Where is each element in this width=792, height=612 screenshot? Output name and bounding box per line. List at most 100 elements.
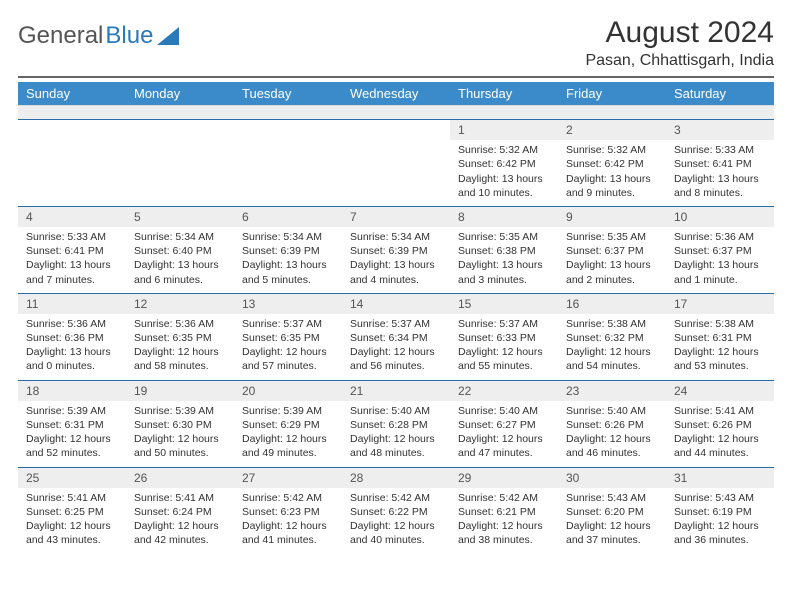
day-number: 20 [234,381,342,401]
daylight-text: Daylight: 12 hours and 57 minutes. [242,345,334,373]
cell-body [18,124,126,180]
cell-body: Sunrise: 5:39 AMSunset: 6:31 PMDaylight:… [18,401,126,467]
sunrise-text: Sunrise: 5:37 AM [350,317,442,331]
logo-triangle-icon [157,27,179,45]
sunrise-text: Sunrise: 5:37 AM [242,317,334,331]
sunset-text: Sunset: 6:42 PM [566,157,658,171]
day-number: 28 [342,468,450,488]
day-number: 26 [126,468,234,488]
day-number: 19 [126,381,234,401]
calendar-cell: 18Sunrise: 5:39 AMSunset: 6:31 PMDayligh… [18,381,126,467]
sunset-text: Sunset: 6:32 PM [566,331,658,345]
cell-body: Sunrise: 5:42 AMSunset: 6:21 PMDaylight:… [450,488,558,554]
daylight-text: Daylight: 12 hours and 38 minutes. [458,519,550,547]
calendar-cell: 9Sunrise: 5:35 AMSunset: 6:37 PMDaylight… [558,207,666,293]
day-number: 18 [18,381,126,401]
calendar-week: 18Sunrise: 5:39 AMSunset: 6:31 PMDayligh… [18,380,774,467]
calendar-cell [234,120,342,206]
day-number: 17 [666,294,774,314]
sunset-text: Sunset: 6:20 PM [566,505,658,519]
cell-body: Sunrise: 5:37 AMSunset: 6:34 PMDaylight:… [342,314,450,380]
calendar-cell [18,120,126,206]
sunrise-text: Sunrise: 5:34 AM [242,230,334,244]
sunset-text: Sunset: 6:33 PM [458,331,550,345]
sunrise-text: Sunrise: 5:40 AM [350,404,442,418]
sunset-text: Sunset: 6:29 PM [242,418,334,432]
calendar-cell: 28Sunrise: 5:42 AMSunset: 6:22 PMDayligh… [342,468,450,554]
calendar-cell: 13 Sunrise: 5:37 AMSunset: 6:35 PMDayligh… [234,294,342,380]
calendar-cell: 15Sunrise: 5:37 AMSunset: 6:33 PMDayligh… [450,294,558,380]
day-number: 14 [342,294,450,314]
calendar-cell: 12Sunrise: 5:36 AMSunset: 6:35 PMDayligh… [126,294,234,380]
day-number: 13 [234,294,342,314]
sunset-text: Sunset: 6:35 PM [134,331,226,345]
sunrise-text: Sunrise: 5:40 AM [458,404,550,418]
weekday-header: Thursday [450,82,558,105]
sunrise-text: Sunrise: 5:39 AM [242,404,334,418]
calendar-cell: 4Sunrise: 5:33 AMSunset: 6:41 PMDaylight… [18,207,126,293]
calendar-cell: 21Sunrise: 5:40 AMSunset: 6:28 PMDayligh… [342,381,450,467]
cell-body: Sunrise: 5:39 AMSunset: 6:29 PMDaylight:… [234,401,342,467]
weekday-header: Friday [558,82,666,105]
sunset-text: Sunset: 6:26 PM [674,418,766,432]
daylight-text: Daylight: 12 hours and 53 minutes. [674,345,766,373]
cell-body: Sunrise: 5:38 AMSunset: 6:32 PMDaylight:… [558,314,666,380]
day-number: 4 [18,207,126,227]
weekday-header-row: Sunday Monday Tuesday Wednesday Thursday… [18,82,774,105]
daylight-text: Daylight: 12 hours and 49 minutes. [242,432,334,460]
sunset-text: Sunset: 6:30 PM [134,418,226,432]
calendar-week: 11Sunrise: 5:36 AMSunset: 6:36 PMDayligh… [18,293,774,380]
daylight-text: Daylight: 12 hours and 55 minutes. [458,345,550,373]
calendar-cell: 6Sunrise: 5:34 AMSunset: 6:39 PMDaylight… [234,207,342,293]
calendar-cell: 10Sunrise: 5:36 AMSunset: 6:37 PMDayligh… [666,207,774,293]
daylight-text: Daylight: 13 hours and 4 minutes. [350,258,442,286]
sunrise-text: Sunrise: 5:42 AM [242,491,334,505]
cell-body: Sunrise: 5:33 AMSunset: 6:41 PMDaylight:… [18,227,126,293]
daylight-text: Daylight: 13 hours and 1 minute. [674,258,766,286]
calendar-cell: 26Sunrise: 5:41 AMSunset: 6:24 PMDayligh… [126,468,234,554]
calendar-cell: 20Sunrise: 5:39 AMSunset: 6:29 PMDayligh… [234,381,342,467]
day-number: 25 [18,468,126,488]
calendar-cell: 23Sunrise: 5:40 AMSunset: 6:26 PMDayligh… [558,381,666,467]
sunset-text: Sunset: 6:39 PM [242,244,334,258]
logo-text-gray: General [18,22,103,50]
calendar-week: 4Sunrise: 5:33 AMSunset: 6:41 PMDaylight… [18,206,774,293]
sunrise-text: Sunrise: 5:34 AM [134,230,226,244]
sunrise-text: Sunrise: 5:38 AM [674,317,766,331]
sunset-text: Sunset: 6:42 PM [458,157,550,171]
daylight-text: Daylight: 12 hours and 43 minutes. [26,519,118,547]
cell-body: Sunrise: 5:41 AMSunset: 6:26 PMDaylight:… [666,401,774,467]
daylight-text: Daylight: 13 hours and 8 minutes. [674,172,766,200]
daylight-text: Daylight: 13 hours and 0 minutes. [26,345,118,373]
cell-body: Sunrise: 5:35 AMSunset: 6:38 PMDaylight:… [450,227,558,293]
cell-body: Sunrise: 5:41 AMSunset: 6:24 PMDaylight:… [126,488,234,554]
day-number: 21 [342,381,450,401]
cell-body: Sunrise: 5:36 AMSunset: 6:37 PMDaylight:… [666,227,774,293]
page-header: GeneralBlue August 2024 Pasan, Chhattisg… [18,16,774,78]
calendar-week: 25Sunrise: 5:41 AMSunset: 6:25 PMDayligh… [18,467,774,554]
sunset-text: Sunset: 6:35 PM [242,331,334,345]
calendar-cell [342,120,450,206]
spacer-row [18,105,774,119]
calendar-cell: 8Sunrise: 5:35 AMSunset: 6:38 PMDaylight… [450,207,558,293]
daylight-text: Daylight: 12 hours and 41 minutes. [242,519,334,547]
daylight-text: Daylight: 12 hours and 42 minutes. [134,519,226,547]
sunset-text: Sunset: 6:21 PM [458,505,550,519]
cell-body: Sunrise: 5:34 AMSunset: 6:40 PMDaylight:… [126,227,234,293]
weekday-header: Monday [126,82,234,105]
location: Pasan, Chhattisgarh, India [585,52,774,70]
day-number: 23 [558,381,666,401]
sunset-text: Sunset: 6:31 PM [674,331,766,345]
daylight-text: Daylight: 12 hours and 36 minutes. [674,519,766,547]
cell-body: Sunrise: 5:32 AMSunset: 6:42 PMDaylight:… [558,140,666,206]
daylight-text: Daylight: 12 hours and 58 minutes. [134,345,226,373]
sunset-text: Sunset: 6:41 PM [26,244,118,258]
sunset-text: Sunset: 6:22 PM [350,505,442,519]
month-title: August 2024 [585,16,774,50]
cell-body: Sunrise: 5:36 AMSunset: 6:36 PMDaylight:… [18,314,126,380]
calendar-cell: 2Sunrise: 5:32 AMSunset: 6:42 PMDaylight… [558,120,666,206]
sunrise-text: Sunrise: 5:39 AM [134,404,226,418]
day-number: 9 [558,207,666,227]
sunrise-text: Sunrise: 5:34 AM [350,230,442,244]
calendar-cell: 3Sunrise: 5:33 AMSunset: 6:41 PMDaylight… [666,120,774,206]
